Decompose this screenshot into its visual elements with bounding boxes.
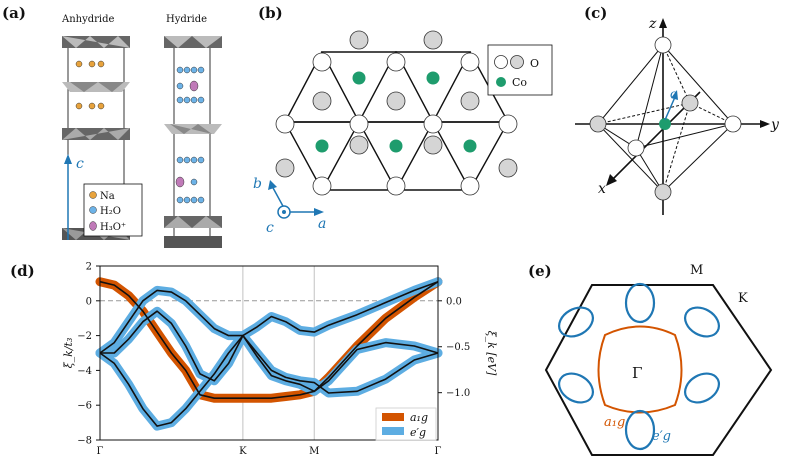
legend-label-a1g: a₁g xyxy=(410,411,428,424)
y2-axis-label: ξ_k [eV] xyxy=(485,331,498,376)
y2-tick-label-0: 0.0 xyxy=(446,296,462,307)
x-tick-label-3: Γ xyxy=(435,446,442,457)
axis-c-label: c xyxy=(266,220,274,236)
hydride-stack xyxy=(164,36,222,248)
y-axis-label: ξ_k/t₃ xyxy=(62,338,75,369)
axis-z-label: z xyxy=(648,16,657,32)
y-tick-label-5: −8 xyxy=(77,436,92,447)
panel-b-legend: O Co xyxy=(487,44,553,96)
axis-x-label: x xyxy=(598,181,606,197)
brillouin-zone-hexagon xyxy=(544,284,773,456)
panel-a-label: (a) xyxy=(2,4,26,22)
x-tick-label-2: M xyxy=(309,446,319,457)
chart-legend: a₁g e′g xyxy=(375,407,437,441)
band-structure-chart: 2 0 −2 −4 −6 −8 0.0 −0.5 −1.0 Γ K M Γξ_k/t₃ ξ_k [eV] xyxy=(62,262,498,458)
y-tick-label-3: −4 xyxy=(77,366,92,377)
legend-swatch-eg xyxy=(382,427,404,435)
eg-fermi-pockets xyxy=(558,282,720,451)
panel-a-legend: Na H₂O H₃O⁺ xyxy=(83,183,143,237)
band-line-3 xyxy=(99,334,439,427)
gamma-point-label: Γ xyxy=(632,364,642,382)
axis-y-label: y xyxy=(770,117,780,133)
a1g-label: a₁g xyxy=(604,415,625,430)
panel-d: (d) 2 0 −2 −4 −6 −8 0.0 −0.5 −1.0 Γ K M Γξ_k/t₃ ξ_k [… xyxy=(10,262,498,458)
legend-o: O xyxy=(530,57,539,70)
y2-tick-label-1: −0.5 xyxy=(446,342,470,353)
eg-label: e′g xyxy=(652,429,671,444)
y-tick-label-1: 0 xyxy=(86,296,92,307)
chart-frame xyxy=(99,265,439,441)
x-tick-label-1: K xyxy=(239,446,247,457)
y-tick-label-0: 2 xyxy=(86,262,92,273)
panel-d-label: (d) xyxy=(10,262,35,280)
a1g-fermi-pocket xyxy=(597,325,683,414)
panel-b-label: (b) xyxy=(258,4,283,22)
panel-e: (e) M K Γ a₁g e′g xyxy=(528,262,773,456)
legend-h2o: H₂O xyxy=(100,206,121,217)
water-layer-lower xyxy=(175,156,205,204)
legend-co: Co xyxy=(512,76,527,89)
hydride-title: Hydride xyxy=(166,14,207,25)
anhydride-title: Anhydride xyxy=(61,14,115,25)
c-axis-label: c xyxy=(76,156,84,172)
bz-point-k: K xyxy=(738,291,748,306)
panel-c-label: (c) xyxy=(584,4,607,22)
panel-c: (c) xyxy=(575,4,780,215)
octahedron xyxy=(597,44,734,193)
y2-tick-label-2: −1.0 xyxy=(446,388,470,399)
y-tick-label-4: −6 xyxy=(77,401,92,412)
water-layer-upper xyxy=(176,66,205,104)
panel-a: (a) Anhydride Hydride xyxy=(2,4,222,248)
c-axis-arrow: c xyxy=(64,154,84,240)
legend-h3o: H₃O⁺ xyxy=(100,222,126,233)
panel-b: (b) xyxy=(253,4,553,236)
y-tick-label-2: −2 xyxy=(77,331,92,342)
panel-e-label: (e) xyxy=(528,262,552,280)
octahedron-atoms xyxy=(589,36,742,201)
x-tick-label-0: Γ xyxy=(97,446,104,457)
octahedron-c-label: c xyxy=(670,87,677,101)
axis-b-label: b xyxy=(253,176,262,192)
panel-b-axes: a b c xyxy=(253,176,326,236)
legend-label-eg: e′g xyxy=(410,426,426,439)
cobalt-atoms xyxy=(315,71,477,153)
oxygen-atoms xyxy=(275,30,518,196)
triangular-lattice xyxy=(283,51,510,192)
bz-point-m: M xyxy=(690,263,703,278)
axis-a-label: a xyxy=(318,216,326,232)
legend-swatch-a1g xyxy=(382,413,404,421)
legend-na: Na xyxy=(100,191,115,202)
